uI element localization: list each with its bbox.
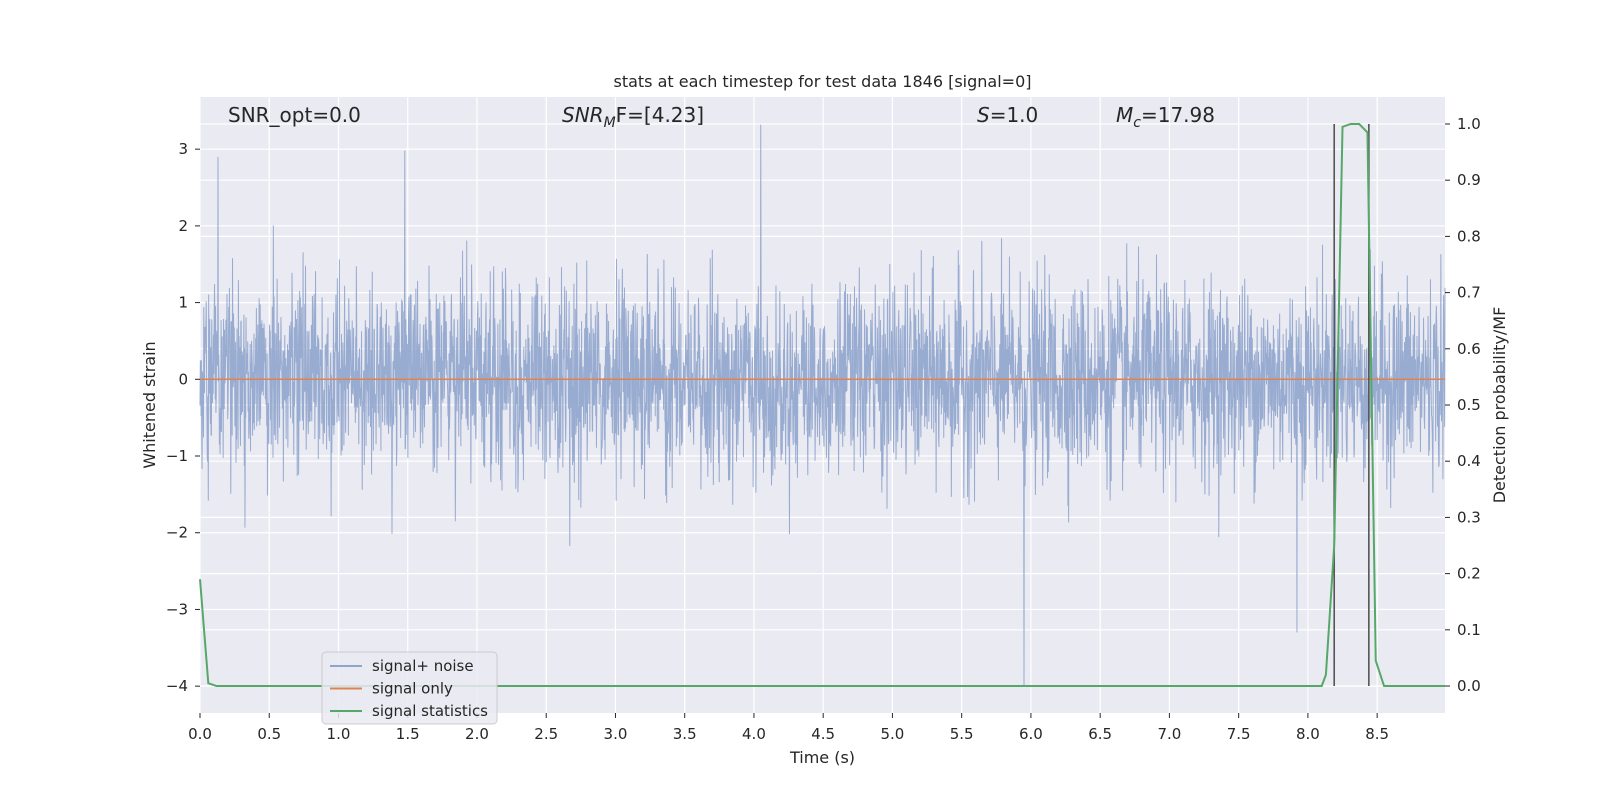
x-tick-label: 7.0 — [1157, 725, 1181, 743]
x-tick-label: 2.0 — [465, 725, 489, 743]
y-right-tick-label: 0.7 — [1457, 284, 1481, 302]
y-right-tick-label: 0.1 — [1457, 621, 1481, 639]
x-tick-label: 8.0 — [1296, 725, 1320, 743]
y-right-tick-label: 0.9 — [1457, 171, 1481, 189]
y-left-tick-label: −3 — [166, 600, 188, 618]
x-tick-label: 1.5 — [396, 725, 420, 743]
annotation-s-rest: =1.0 — [990, 103, 1039, 127]
x-tick-label: 2.5 — [534, 725, 558, 743]
x-tick-label: 0.5 — [257, 725, 281, 743]
y-axis-left-label: Whitened strain — [140, 341, 159, 468]
x-tick-label: 6.0 — [1019, 725, 1043, 743]
y-right-tick-label: 0.5 — [1457, 396, 1481, 414]
y-right-tick-label: 0.0 — [1457, 677, 1481, 695]
x-tick-label: 1.0 — [327, 725, 351, 743]
x-tick-label: 7.5 — [1227, 725, 1251, 743]
chart-title: stats at each timestep for test data 184… — [613, 72, 1031, 91]
y-left-tick-label: 0 — [178, 370, 188, 388]
noise-trace — [199, 124, 1446, 687]
annotation-mc-main: M — [1116, 103, 1133, 127]
annotation-snr-mf-sub: M — [604, 115, 616, 131]
y-left-tick-label: −4 — [166, 677, 188, 695]
annotation-mc: Mc=17.98 — [1116, 103, 1215, 131]
x-tick-label: 8.5 — [1365, 725, 1389, 743]
annotation-snr-mf: SNRMF=[4.23] — [562, 103, 704, 131]
x-axis-label: Time (s) — [789, 748, 855, 767]
x-tick-label: 5.0 — [881, 725, 905, 743]
y-right-tick-label: 0.3 — [1457, 508, 1481, 526]
y-left-tick-label: 3 — [178, 140, 188, 158]
y-left-tick-label: 1 — [178, 294, 188, 312]
x-tick-label: 0.0 — [188, 725, 212, 743]
x-tick-label: 3.5 — [673, 725, 697, 743]
legend-label-signal-statistics: signal statistics — [372, 702, 488, 720]
annotation-mc-sub: c — [1133, 115, 1141, 131]
y-left-tick-label: 2 — [178, 217, 188, 235]
legend: signal+ noise signal only signal statist… — [321, 651, 498, 725]
legend-label-signal-noise: signal+ noise — [372, 657, 474, 675]
ticks: 0.0 0.5 1.0 1.5 2.0 2.5 3.0 3.5 4.0 4.5 5.0 5.5 6.0 6… — [166, 115, 1481, 743]
y-right-tick-label: 0.6 — [1457, 340, 1481, 358]
x-tick-label: 5.5 — [950, 725, 974, 743]
y-left-tick-label: −2 — [166, 524, 188, 542]
annotation-snr-mf-main: SNR — [562, 103, 604, 127]
x-tick-label: 4.5 — [811, 725, 835, 743]
x-tick-label: 6.5 — [1088, 725, 1112, 743]
annotation-s: S=1.0 — [977, 103, 1038, 127]
annotation-snr-mf-rest: F=[4.23] — [616, 103, 704, 127]
legend-label-signal-only: signal only — [372, 680, 453, 698]
annotation-mc-rest: =17.98 — [1141, 103, 1215, 127]
y-axis-right-label: Detection probability/MF — [1490, 307, 1509, 504]
signal-statistics-line — [199, 122, 1445, 688]
y-right-tick-label: 0.2 — [1457, 565, 1481, 583]
x-tick-label: 4.0 — [742, 725, 766, 743]
y-left-tick-label: −1 — [166, 447, 188, 465]
series-signal-noise — [199, 124, 1446, 687]
annotation-snr-opt: SNR_opt=0.0 — [228, 103, 361, 127]
y-right-tick-label: 1.0 — [1457, 115, 1481, 133]
y-right-tick-label: 0.4 — [1457, 452, 1481, 470]
y-right-tick-label: 0.8 — [1457, 227, 1481, 245]
annotation-s-main: S — [977, 103, 990, 127]
x-tick-label: 3.0 — [604, 725, 628, 743]
legend-box — [321, 651, 498, 725]
series-signal-statistics — [199, 122, 1445, 688]
